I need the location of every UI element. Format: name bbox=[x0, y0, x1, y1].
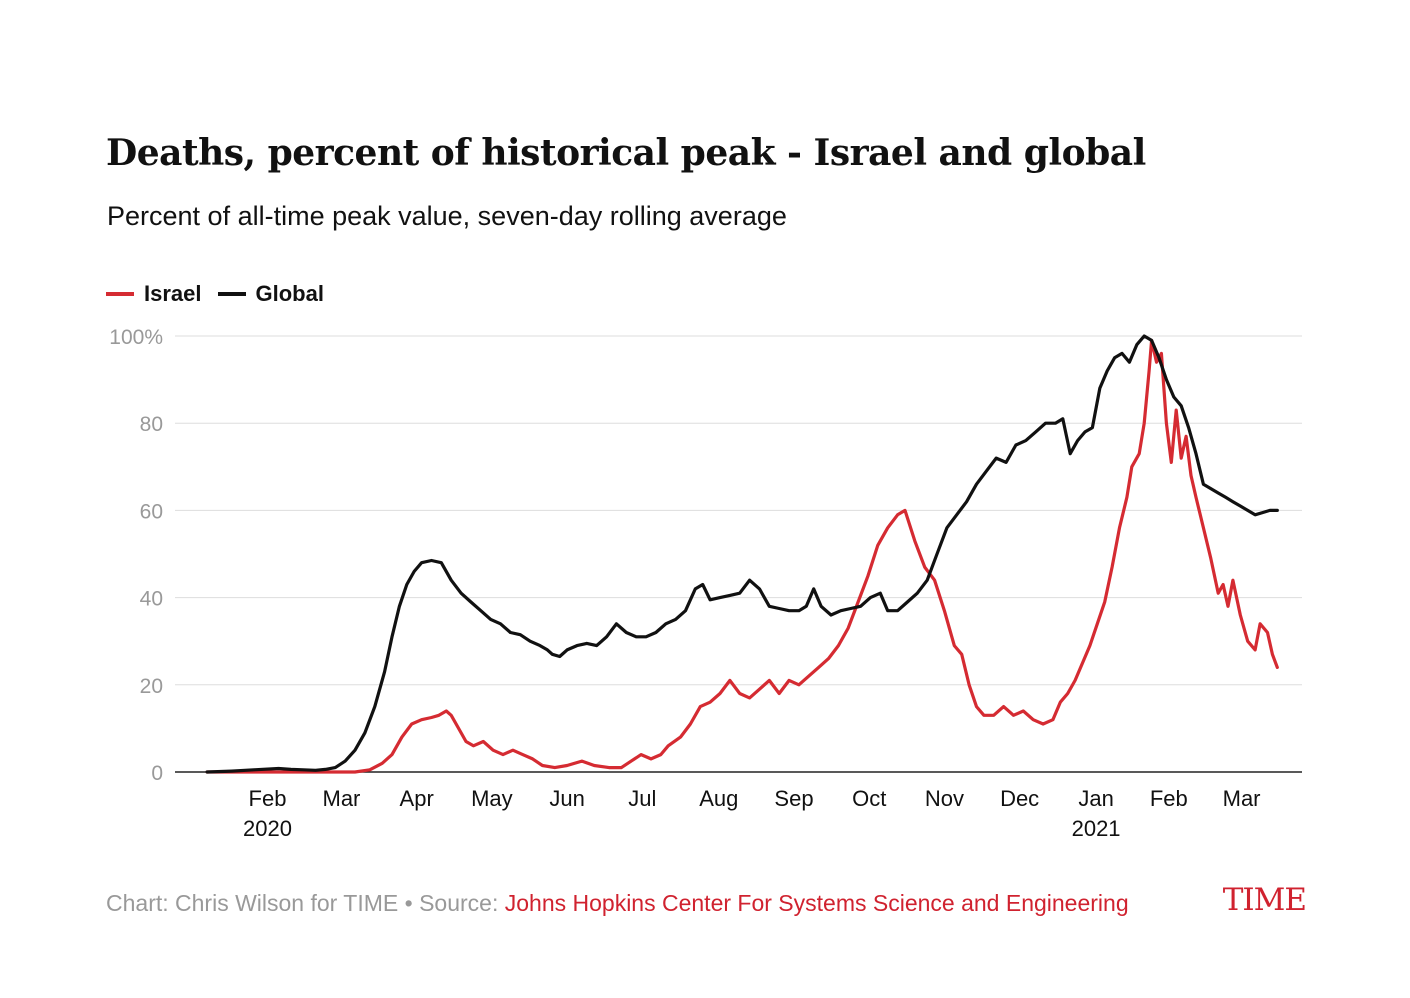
series-line-israel bbox=[205, 338, 1279, 774]
y-tick-labels: 0 20 40 60 80 100% bbox=[109, 326, 163, 785]
chart-title: Deaths, percent of historical peak - Isr… bbox=[106, 132, 1146, 174]
series-lines bbox=[205, 334, 1279, 774]
x-tick-label: Jul bbox=[628, 786, 656, 811]
y-tick-label: 80 bbox=[140, 413, 163, 436]
time-logo: TIME bbox=[1222, 882, 1307, 918]
credit-text: Chart: Chris Wilson for TIME • Source: bbox=[106, 890, 505, 916]
chart-subtitle: Percent of all-time peak value, seven-da… bbox=[107, 201, 787, 231]
x-tick-label: Aug bbox=[699, 786, 738, 811]
legend-item-israel: Israel bbox=[106, 281, 202, 307]
x-tick-label: Oct bbox=[852, 786, 886, 811]
x-tick-label: May bbox=[471, 786, 513, 811]
x-tick-label: Mar bbox=[323, 786, 361, 811]
legend-swatch-israel bbox=[106, 292, 134, 296]
x-tick-label: Sep bbox=[774, 786, 813, 811]
x-tick-label: Mar bbox=[1223, 786, 1261, 811]
footer-credit: Chart: Chris Wilson for TIME • Source: J… bbox=[106, 890, 1129, 917]
x-tick-label: Nov bbox=[925, 786, 964, 811]
legend-swatch-global bbox=[217, 292, 246, 296]
legend-item-global: Global bbox=[217, 281, 324, 307]
x-tick-labels: Feb 2020 Mar Apr May Jun Jul Aug Sep Oct Nov Dec Jan… bbox=[243, 786, 1261, 841]
y-tick-label: 100% bbox=[109, 326, 163, 349]
legend-label-global: Global bbox=[255, 281, 324, 306]
y-tick-label: 40 bbox=[140, 588, 163, 611]
legend-label-israel: Israel bbox=[144, 281, 202, 306]
x-tick-label: Feb bbox=[1150, 786, 1188, 811]
y-tick-label: 60 bbox=[140, 500, 163, 523]
series-line-global bbox=[205, 334, 1279, 774]
y-tick-label: 0 bbox=[151, 762, 163, 785]
x-tick-label: Apr bbox=[400, 786, 434, 811]
x-tick-year-label: 2020 bbox=[243, 816, 292, 841]
source-link[interactable]: Johns Hopkins Center For Systems Science… bbox=[504, 890, 1129, 916]
y-tick-label: 20 bbox=[140, 675, 163, 698]
x-tick-label: Jun bbox=[549, 786, 584, 811]
x-tick-year-label: 2021 bbox=[1072, 816, 1121, 841]
x-tick-label: Dec bbox=[1000, 786, 1039, 811]
legend: Israel Global bbox=[106, 281, 340, 307]
x-tick-label: Jan bbox=[1078, 786, 1113, 811]
x-tick-label: Feb bbox=[249, 786, 287, 811]
grid-layer bbox=[175, 335, 1302, 773]
